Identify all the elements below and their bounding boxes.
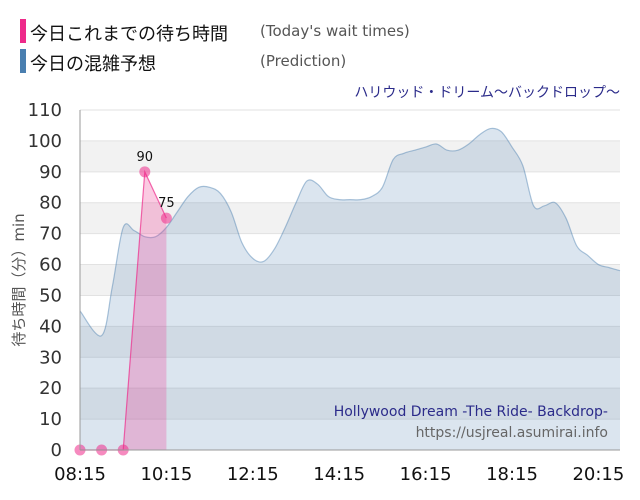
data-label: 75 [158,196,175,211]
grid-band [80,264,620,296]
today-point [160,212,172,224]
legend-label-today-jp: 今日これまでの待ち時間 [30,24,228,45]
grid-band [80,110,620,141]
y-tick-label: 70 [39,224,62,245]
y-tick-label: 60 [39,255,62,276]
y-tick-label: 20 [39,378,62,399]
watermark-url: https://usjreal.asumirai.info [416,425,608,441]
y-tick-labels: 0 10 20 30 40 50 60 70 80 90 100 110 [28,100,62,461]
grid-band [80,388,620,420]
grid-band [80,233,620,265]
prediction-line [79,127,621,337]
grid-band [80,357,620,389]
legend-item-prediction: 今日の混雑予想 (Prediction) [20,48,620,75]
grid-band [80,295,620,327]
legend-item-today: 今日これまでの待ち時間 (Today's wait times) [20,18,620,45]
y-tick-label: 0 [51,440,62,461]
grid-lines [80,109,620,451]
x-tick-label: 14:15 [313,464,365,485]
x-tick-label: 18:15 [486,464,538,485]
grid-band [80,326,620,358]
watermark-ride-name: Hollywood Dream -The Ride- Backdrop- [334,404,608,420]
y-tick-label: 80 [39,193,62,214]
x-tick-labels: 08:15 10:15 12:15 14:15 16:15 18:15 20:15 [54,464,624,485]
data-label: 90 [137,150,154,165]
grid-band [80,140,620,172]
today-area [123,171,167,450]
legend-swatch-prediction [20,49,26,73]
x-tick-label: 12:15 [227,464,279,485]
legend-label-prediction-jp: 今日の混雑予想 [30,54,156,75]
legend-label-today-en: (Today's wait times) [260,22,410,40]
prediction-series [79,127,621,451]
legend-label-prediction-en: (Prediction) [260,52,347,70]
y-tick-label: 50 [39,285,62,306]
grid-bands [80,110,620,450]
prediction-area [80,128,620,451]
axes [79,110,620,451]
y-tick-label: 30 [39,347,62,368]
y-tick-label: 90 [39,162,62,183]
today-point [139,166,151,178]
x-tick-label: 16:15 [400,464,452,485]
x-tick-label: 20:15 [572,464,624,485]
grid-band [80,419,620,450]
y-axis-label: 待ち時間（分）min [10,213,28,346]
x-tick-label: 08:15 [54,464,106,485]
grid-band [80,171,620,203]
legend-swatch-today [20,19,26,43]
y-tick-label: 100 [28,131,62,152]
chart-title: ハリウッド・ドリーム〜バックドロップ〜 [354,85,620,101]
y-tick-label: 40 [39,316,62,337]
y-tick-label: 10 [39,409,62,430]
y-tick-label: 110 [28,100,62,121]
x-tick-label: 10:15 [140,464,192,485]
